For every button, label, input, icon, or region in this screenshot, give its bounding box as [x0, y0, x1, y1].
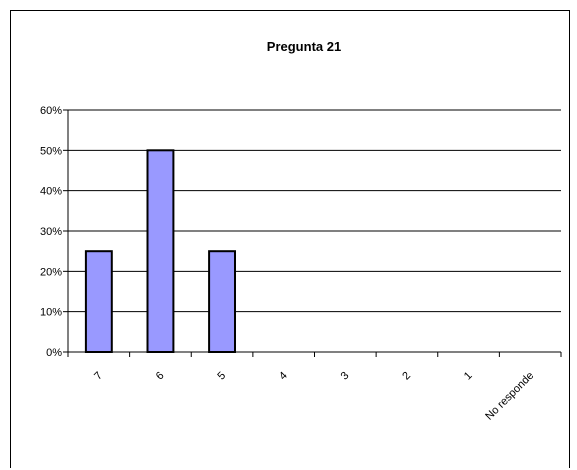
y-tick-label: 10%: [40, 307, 62, 319]
y-tick-label: 60%: [40, 105, 62, 117]
y-tick-label: 20%: [40, 266, 62, 278]
x-tick-label: 5: [215, 370, 228, 383]
chart-frame: [10, 10, 570, 468]
y-tick-label: 30%: [40, 226, 62, 238]
bar-5: [208, 250, 237, 353]
y-axis-ticks: 0% 10% 20% 30% 40% 50% 60%: [40, 105, 68, 359]
bar-6: [146, 149, 175, 353]
x-tick-label: 3: [339, 370, 352, 383]
bars: [84, 149, 237, 353]
x-tick-label: 6: [154, 370, 167, 383]
y-tick-label: 0%: [46, 347, 62, 359]
x-axis-ticks: 7 6 5 4 3 2 1 No responde: [67, 352, 562, 423]
x-tick-label: 4: [277, 370, 290, 383]
gridlines: [68, 109, 561, 313]
chart-title: Pregunta 21: [267, 39, 341, 54]
x-tick-label: 7: [92, 370, 105, 383]
bar-7: [84, 250, 113, 353]
y-tick-label: 40%: [40, 186, 62, 198]
x-tick-label: 2: [400, 370, 413, 383]
y-tick-label: 50%: [40, 145, 62, 157]
x-tick-label: 1: [462, 370, 475, 383]
x-tick-label: No responde: [483, 370, 536, 423]
